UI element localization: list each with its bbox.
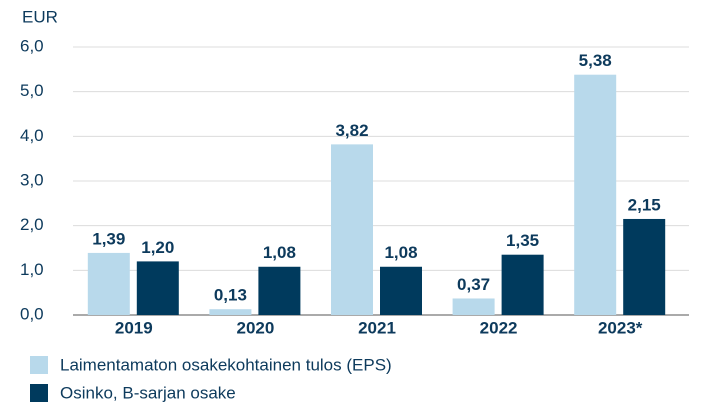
bar	[501, 254, 544, 315]
data-label: 2,15	[628, 195, 661, 214]
data-label: 5,38	[579, 51, 612, 70]
x-tick-label: 2019	[115, 318, 153, 337]
data-label: 1,39	[92, 229, 125, 248]
bar	[209, 309, 252, 315]
legend-label: Osinko, B-sarjan osake	[60, 383, 236, 402]
data-label: 1,35	[506, 231, 539, 250]
x-tick-label: 2023*	[598, 318, 643, 337]
y-tick-label: 3,0	[20, 170, 44, 189]
bar	[331, 144, 373, 315]
data-label: 0,37	[457, 275, 490, 294]
y-tick-label: 1,0	[20, 260, 44, 279]
legend-label: Laimentamaton osakekohtainen tulos (EPS)	[60, 355, 392, 374]
bar	[623, 218, 666, 315]
y-tick-label: 2,0	[20, 215, 44, 234]
legend-swatch	[30, 356, 48, 374]
bar	[258, 266, 301, 315]
x-tick-label: 2021	[358, 318, 396, 337]
x-tick-label: 2022	[480, 318, 518, 337]
bar	[452, 298, 495, 315]
bar	[574, 74, 617, 316]
y-tick-label: 5,0	[20, 81, 44, 100]
bar	[380, 266, 422, 315]
data-label: 1,08	[384, 243, 417, 262]
y-tick-label: 0,0	[20, 304, 44, 323]
legend-swatch	[30, 384, 48, 402]
data-label: 3,82	[335, 121, 368, 140]
y-tick-label: 4,0	[20, 126, 44, 145]
y-axis-label: EUR	[22, 7, 58, 26]
data-label: 1,08	[263, 243, 296, 262]
data-label: 1,20	[141, 238, 174, 257]
y-tick-label: 6,0	[20, 36, 44, 55]
bar	[87, 252, 130, 315]
bar	[136, 261, 179, 315]
x-tick-label: 2020	[236, 318, 274, 337]
data-label: 0,13	[214, 286, 247, 305]
